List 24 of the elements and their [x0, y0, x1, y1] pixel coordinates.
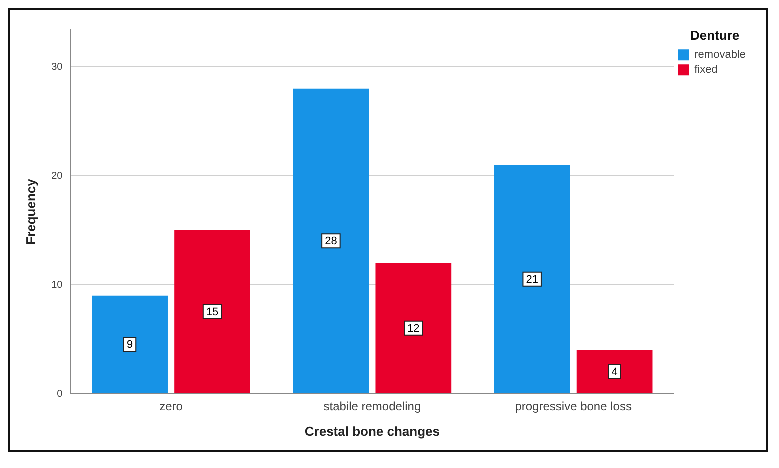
bar [174, 230, 250, 394]
data-label: 9 [126, 339, 134, 352]
y-tick-label: 30 [52, 62, 64, 73]
x-tick-label: stabile remodeling [324, 400, 422, 414]
y-axis-title: Frequency [23, 178, 38, 245]
data-label: 12 [408, 322, 420, 335]
legend-label: fixed [694, 64, 718, 76]
data-label: 15 [206, 306, 219, 319]
data-label: 4 [612, 366, 618, 378]
legend-title: Denture [690, 28, 740, 44]
y-tick-label: 10 [52, 280, 64, 291]
bar [92, 296, 168, 394]
bar [376, 263, 452, 394]
bar [494, 165, 570, 394]
x-tick-label: zero [160, 400, 184, 414]
data-label: 28 [325, 236, 338, 248]
x-axis-title: Crestal bone changes [304, 424, 440, 439]
data-label: 21 [526, 274, 538, 286]
legend-label: removable [694, 49, 746, 62]
bar [293, 88, 370, 394]
x-tick-label: progressive bone loss [515, 400, 632, 414]
bar [576, 350, 653, 394]
y-tick-label: 0 [57, 388, 64, 400]
y-tick-label: 20 [52, 170, 64, 182]
